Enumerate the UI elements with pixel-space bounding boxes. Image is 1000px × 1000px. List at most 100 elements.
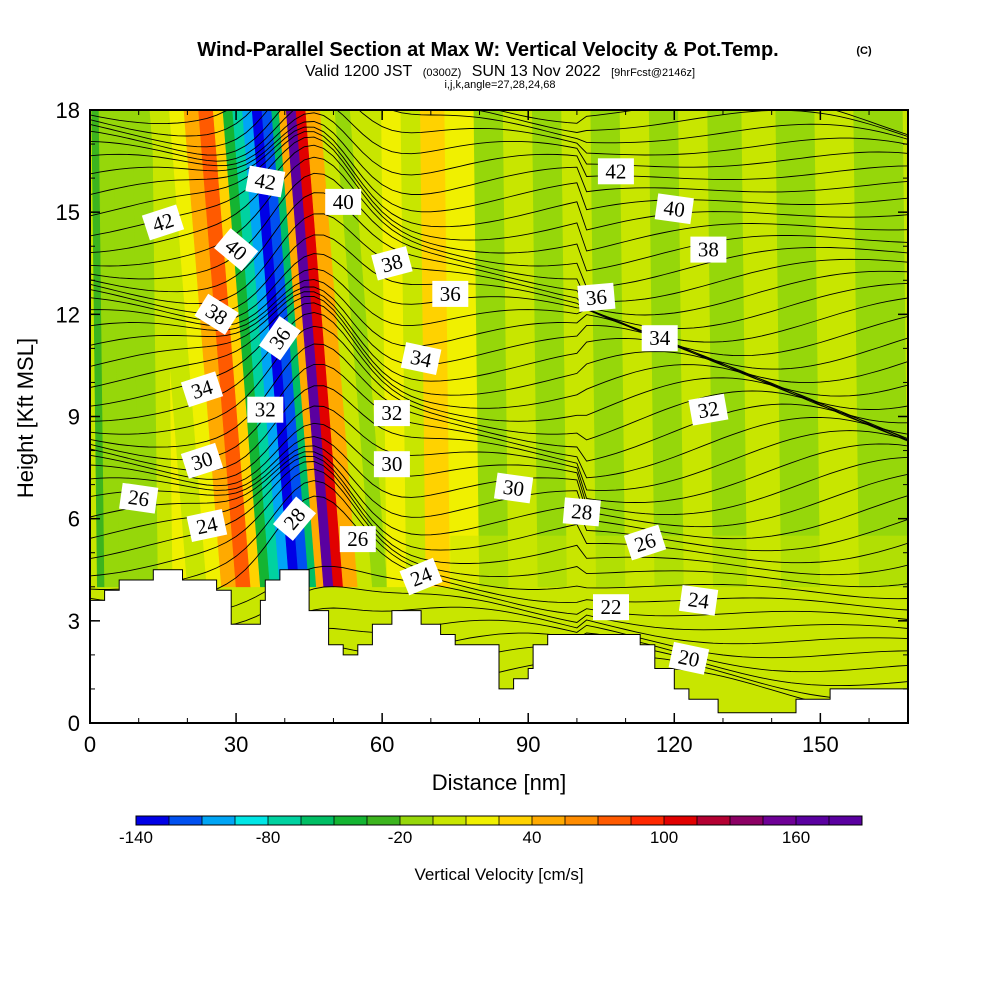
- contour-label: 26: [339, 526, 376, 553]
- theta-contour-line: [90, 445, 908, 540]
- colorbar-swatch: [763, 816, 797, 825]
- theta-contour-line: [90, 480, 908, 600]
- x-axis-label: Distance [nm]: [432, 770, 567, 795]
- velocity-column: [814, 110, 860, 588]
- colorbar-swatch: [268, 816, 302, 825]
- theta-contour-line: [90, 495, 908, 611]
- contour-label-box: [654, 193, 694, 225]
- contour-label-box: [562, 497, 601, 527]
- colorbar-swatch: [565, 816, 599, 825]
- contour-label-box: [194, 293, 239, 335]
- contour-label-box: [245, 165, 286, 198]
- contour-label: 40: [325, 188, 362, 215]
- contour-label-box: [258, 315, 301, 361]
- theta-contour-line: [90, 136, 908, 252]
- colorbar-swatch: [664, 816, 698, 825]
- theta-contour-line: [90, 110, 908, 168]
- theta-contour-line: [90, 405, 908, 503]
- theta-contour-line: [90, 451, 908, 552]
- velocity-column: [532, 110, 568, 588]
- colorbar: -140 -80 -20 40 100 160: [119, 815, 863, 847]
- contour-label-text: 28: [570, 499, 593, 525]
- valid-line: Valid 1200 JST (0300Z) SUN 13 Nov 2022 […: [305, 63, 695, 80]
- theta-contour-line: [90, 112, 908, 180]
- y-axis-label: Height [Kft MSL]: [13, 338, 38, 498]
- contour-label-text: 36: [440, 282, 461, 306]
- y-tick-label: 12: [56, 302, 80, 327]
- y-tick-label: 3: [68, 609, 80, 634]
- colorbar-tick-label: -80: [256, 828, 281, 847]
- contour-label-box: [688, 393, 729, 426]
- contour-label-text: 32: [696, 396, 721, 423]
- contour-label-box: [623, 524, 667, 561]
- contour-label-text: 40: [662, 195, 686, 222]
- contour-label: 34: [180, 371, 224, 408]
- theta-contour-line: [90, 455, 908, 564]
- contour-label-box: [432, 280, 469, 307]
- contour-label: 28: [562, 497, 601, 527]
- contour-label: 30: [493, 472, 534, 504]
- colorbar-tick-label: -140: [119, 828, 153, 847]
- forecast-info: [9hrFcst@2146z]: [611, 67, 695, 79]
- contour-label-text: 24: [687, 587, 712, 614]
- contour-label: 34: [641, 325, 678, 352]
- theta-contour-line: [90, 192, 908, 316]
- theta-contour-line: [90, 468, 908, 588]
- contour-label: 40: [654, 193, 694, 225]
- colorbar-swatch: [499, 816, 533, 825]
- contour-label: 36: [577, 282, 616, 312]
- velocity-column: [444, 110, 480, 588]
- theta-contour-line: [90, 461, 908, 576]
- theta-contour-line: [90, 343, 908, 462]
- colorbar-tick-label: 40: [523, 828, 542, 847]
- colorbar-swatch: [136, 816, 170, 825]
- y-tick-label: 18: [56, 98, 80, 123]
- contour-label-box: [678, 585, 719, 616]
- colorbar-swatch: [730, 816, 764, 825]
- contour-label-box: [325, 188, 362, 215]
- contour-label-box: [400, 342, 442, 376]
- contour-label-box: [593, 594, 629, 621]
- theta-contour-line: [90, 144, 908, 272]
- velocity-shading: [90, 110, 908, 723]
- contour-label: 30: [180, 442, 224, 479]
- colorbar-label: Vertical Velocity [cm/s]: [414, 865, 583, 884]
- contour-label-box: [180, 371, 224, 408]
- y-tick-label: 6: [68, 507, 80, 532]
- chart-title: Wind-Parallel Section at Max W: Vertical…: [197, 39, 778, 61]
- colorbar-swatch: [796, 816, 830, 825]
- contour-label-box: [371, 246, 413, 281]
- theta-contour-line: [90, 110, 908, 148]
- contour-label-box: [119, 482, 159, 514]
- colorbar-swatch: [598, 816, 632, 825]
- colorbar-tick-label: 100: [650, 828, 678, 847]
- colorbar-tick-label: 160: [782, 828, 810, 847]
- colorbar-swatch: [631, 816, 665, 825]
- contour-label-box: [577, 282, 616, 312]
- theta-contour-line: [90, 286, 908, 397]
- contour-label: 42: [245, 165, 286, 198]
- contour-label: 32: [247, 396, 284, 423]
- colorbar-swatch: [532, 816, 566, 825]
- x-tick-label: 150: [802, 732, 839, 757]
- valid-date: SUN 13 Nov 2022: [472, 63, 601, 80]
- contour-label: 42: [597, 158, 634, 185]
- contour-label-text: 42: [605, 159, 626, 183]
- terrain-profile: [89, 569, 909, 724]
- contour-label-text: 34: [649, 326, 671, 350]
- contour-label-box: [339, 526, 376, 553]
- contour-label: 36: [432, 280, 469, 307]
- contour-label-text: 40: [333, 190, 354, 214]
- x-tick-label: 0: [84, 732, 96, 757]
- velocity-column: [853, 110, 908, 588]
- contour-label-text: 30: [381, 452, 402, 476]
- contour-label-text: 26: [127, 485, 151, 512]
- colorbar-swatch: [235, 816, 269, 825]
- x-tick-label: 120: [656, 732, 693, 757]
- contour-label-text: 30: [502, 475, 526, 502]
- contour-label: 38: [371, 246, 413, 281]
- copyright-mark: (C): [856, 45, 872, 57]
- colorbar-swatch: [400, 816, 434, 825]
